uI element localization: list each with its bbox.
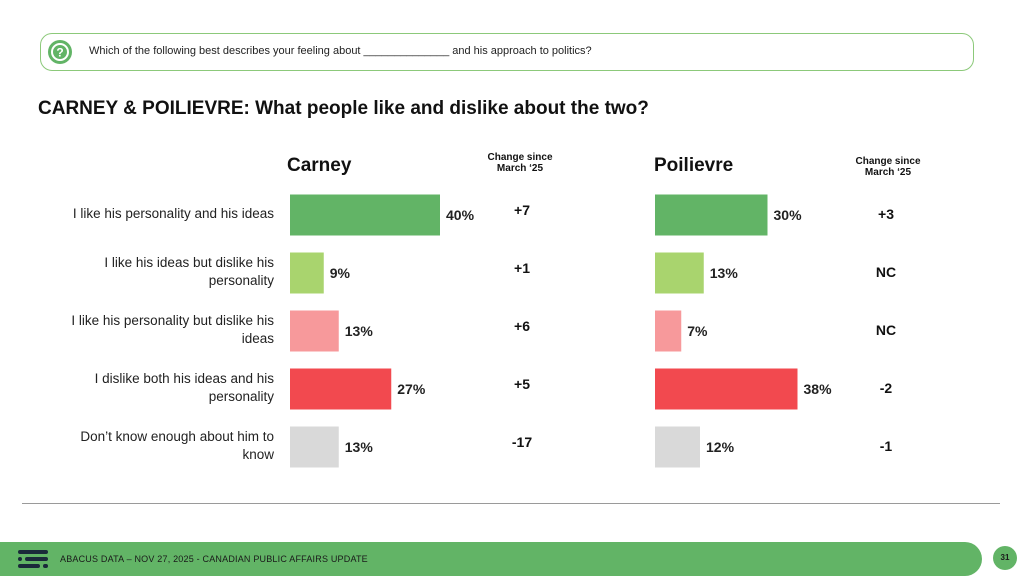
category-label: I dislike both his ideas and his personal… — [24, 370, 274, 406]
bar-carney — [290, 310, 339, 352]
question-text: Which of the following best describes yo… — [89, 45, 592, 57]
change-header-line: March ‘25 — [496, 163, 544, 174]
change-header-poilievre: Change since March ‘25 — [843, 156, 933, 178]
bar-value-label: 30% — [774, 207, 803, 223]
change-value-carney: +1 — [514, 260, 530, 276]
category-label: I like his personality but dislike his id… — [24, 312, 274, 348]
bar-poilievre — [655, 426, 700, 468]
category-label-line: personality — [208, 389, 274, 404]
page-number: 31 — [993, 546, 1017, 570]
bar-poilievre — [655, 252, 704, 294]
change-header-line: Change since — [487, 152, 553, 163]
change-header-line: Change since — [855, 156, 921, 167]
category-label-line: Don’t know enough about him to — [80, 429, 274, 444]
bar-carney — [290, 252, 324, 294]
change-value-carney: -17 — [511, 434, 533, 450]
category-label-line: know — [242, 447, 274, 462]
change-value-poilievre: NC — [875, 264, 897, 280]
bar-value-label: 13% — [345, 439, 374, 455]
bar-carney — [290, 368, 392, 410]
change-value-poilievre: +3 — [878, 206, 894, 222]
change-value-poilievre: NC — [875, 322, 897, 338]
change-value-carney: +5 — [514, 376, 530, 392]
bar-carney — [290, 194, 440, 236]
series-label-carney: Carney — [287, 155, 352, 176]
question-box: ? Which of the following best describes … — [40, 33, 974, 71]
category-label-line: I dislike both his ideas and his — [94, 371, 274, 386]
bar-poilievre — [655, 310, 682, 352]
bar-carney — [290, 426, 339, 468]
category-label: I like his ideas but dislike his personal… — [24, 254, 274, 290]
category-label: Don’t know enough about him to know — [24, 428, 274, 464]
change-value-carney: +7 — [514, 202, 530, 218]
slide-title: CARNEY & POILIEVRE: What people like and… — [38, 98, 649, 119]
bar-value-label: 9% — [330, 265, 351, 281]
bar-value-label: 13% — [710, 265, 739, 281]
bar-value-label: 27% — [397, 381, 426, 397]
category-label-line: I like his personality but dislike his — [71, 313, 274, 328]
series-label-poilievre: Poilievre — [654, 155, 734, 176]
bar-poilievre — [655, 368, 798, 410]
footer-bar: ABACUS DATA – NOV 27, 2025 - CANADIAN PU… — [0, 542, 982, 576]
svg-text:?: ? — [56, 46, 63, 60]
bar-value-label: 40% — [446, 207, 475, 223]
change-header-carney: Change since March ‘25 — [475, 152, 565, 174]
change-value-carney: +6 — [514, 318, 530, 334]
category-label-line: I like his personality and his ideas — [72, 206, 274, 221]
question-icon: ? — [48, 40, 72, 64]
bar-poilievre — [655, 194, 768, 236]
abacus-logo-icon — [18, 550, 48, 568]
change-header-line: March ‘25 — [864, 167, 912, 178]
bar-value-label: 38% — [804, 381, 833, 397]
divider — [22, 503, 1000, 504]
category-label: I like his personality and his ideas — [24, 205, 274, 223]
bar-value-label: 13% — [345, 323, 374, 339]
change-value-poilievre: -2 — [879, 380, 893, 396]
category-label-line: I like his ideas but dislike his — [104, 255, 274, 270]
category-label-line: personality — [208, 273, 274, 288]
category-label-line: ideas — [241, 331, 274, 346]
footer-text: ABACUS DATA – NOV 27, 2025 - CANADIAN PU… — [60, 554, 368, 564]
bar-value-label: 12% — [706, 439, 735, 455]
bar-value-label: 7% — [687, 323, 708, 339]
change-value-poilievre: -1 — [879, 438, 893, 454]
